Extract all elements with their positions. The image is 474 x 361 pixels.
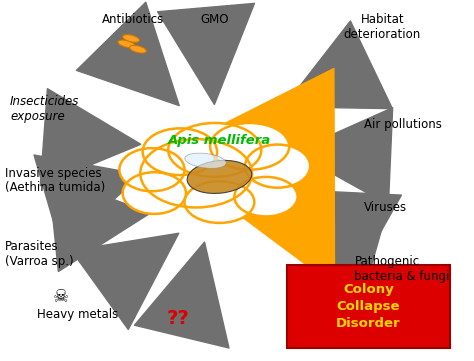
Text: Pathogenic
bacteria & fungi: Pathogenic bacteria & fungi — [355, 255, 450, 283]
Ellipse shape — [234, 177, 298, 217]
Ellipse shape — [129, 45, 146, 53]
Text: Antibiotics: Antibiotics — [102, 13, 164, 26]
Ellipse shape — [185, 153, 226, 168]
Text: Habitat
deterioration: Habitat deterioration — [344, 13, 421, 41]
Text: Invasive species
(Aethina tumida): Invasive species (Aethina tumida) — [5, 166, 106, 195]
Text: GMO: GMO — [201, 13, 229, 26]
Text: Parasites
(Varroa sp.): Parasites (Varroa sp.) — [5, 240, 74, 268]
Ellipse shape — [143, 129, 217, 175]
Text: Apis mellifera: Apis mellifera — [168, 134, 271, 147]
Text: Heavy metals: Heavy metals — [37, 308, 118, 321]
Ellipse shape — [123, 35, 139, 42]
Ellipse shape — [140, 139, 252, 208]
Ellipse shape — [119, 148, 184, 191]
Text: Colony
Collapse
Disorder: Colony Collapse Disorder — [336, 283, 401, 330]
Ellipse shape — [184, 181, 255, 223]
Text: Insecticides
exposure: Insecticides exposure — [10, 95, 79, 123]
Ellipse shape — [245, 144, 310, 188]
Text: ☠: ☠ — [53, 288, 69, 306]
Ellipse shape — [168, 123, 261, 177]
Ellipse shape — [210, 123, 289, 170]
Ellipse shape — [187, 160, 252, 193]
Text: Viruses: Viruses — [364, 201, 407, 214]
Ellipse shape — [118, 40, 135, 48]
FancyBboxPatch shape — [287, 265, 450, 348]
Text: ??: ?? — [166, 309, 189, 329]
Ellipse shape — [123, 172, 186, 214]
Text: Air pollutions: Air pollutions — [364, 118, 442, 131]
